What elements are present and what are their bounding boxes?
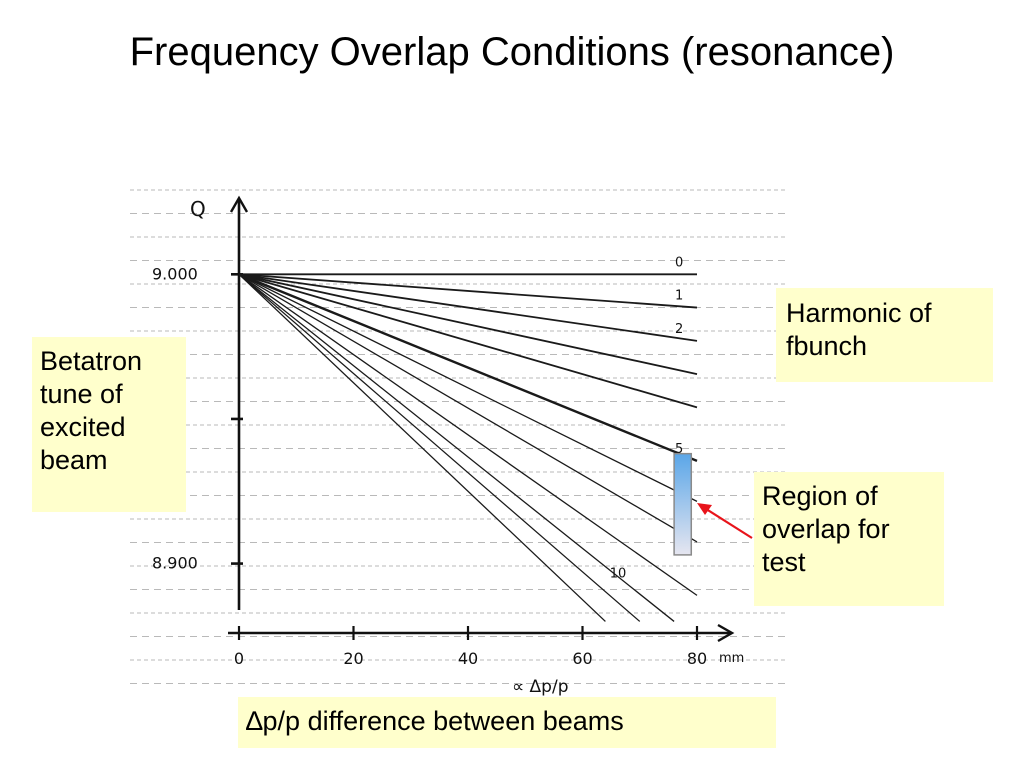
x-tick-label: 80 (687, 649, 707, 668)
series-label: 10 (610, 566, 627, 581)
series-line (238, 273, 698, 463)
series-line (238, 273, 698, 342)
chart-labels: 0 20 40 60 80 mm 9.000 8.900 Q ∝ Δp/p 0 1 2 5 10 (152, 197, 744, 697)
x-unit-label: mm (719, 651, 744, 666)
y-axis-title: Q (190, 197, 206, 221)
momentum-difference-callout: ∆p/p difference between beams (238, 697, 776, 748)
overlap-region-bar (673, 452, 693, 556)
overlap-arrowhead (697, 503, 712, 515)
x-tick-label: 20 (343, 649, 363, 668)
series-label: 0 (675, 255, 683, 270)
series-line (238, 273, 698, 409)
series-line (238, 273, 698, 375)
harmonic-lines (238, 273, 698, 622)
betatron-tune-callout: Betatron tune of excited beam (32, 337, 186, 512)
x-tick-label: 0 (234, 649, 244, 668)
series-label: 5 (675, 442, 683, 457)
slide-title: Frequency Overlap Conditions (resonance) (129, 30, 895, 74)
x-axis-arrow (717, 623, 735, 643)
momentum-difference-text: p/p difference between beams (262, 706, 624, 736)
y-tick-label: 8.900 (152, 554, 198, 573)
overlap-region-callout: Region of overlap for test (754, 472, 944, 606)
series-line (238, 273, 698, 543)
overlap-arrow-line (702, 506, 753, 539)
chart-axes (228, 195, 735, 643)
series-line (238, 273, 698, 309)
y-tick-label: 9.000 (152, 264, 198, 283)
x-tick-label: 60 (572, 649, 592, 668)
series-label: 2 (675, 322, 683, 337)
graph-paper-background (130, 189, 785, 684)
series-line (238, 273, 675, 622)
series-line (238, 273, 606, 622)
harmonic-callout: Harmonic of fbunch (776, 288, 993, 382)
chart-overlay (673, 452, 753, 556)
x-tick-label: 40 (458, 649, 478, 668)
delta-symbol: ∆ (246, 706, 263, 736)
series-line (238, 273, 641, 622)
x-axis-title: ∝ Δp/p (512, 677, 569, 697)
series-label: 1 (675, 289, 683, 304)
series-line (238, 273, 698, 596)
y-axis-arrow (229, 195, 249, 213)
series-line (238, 273, 698, 502)
